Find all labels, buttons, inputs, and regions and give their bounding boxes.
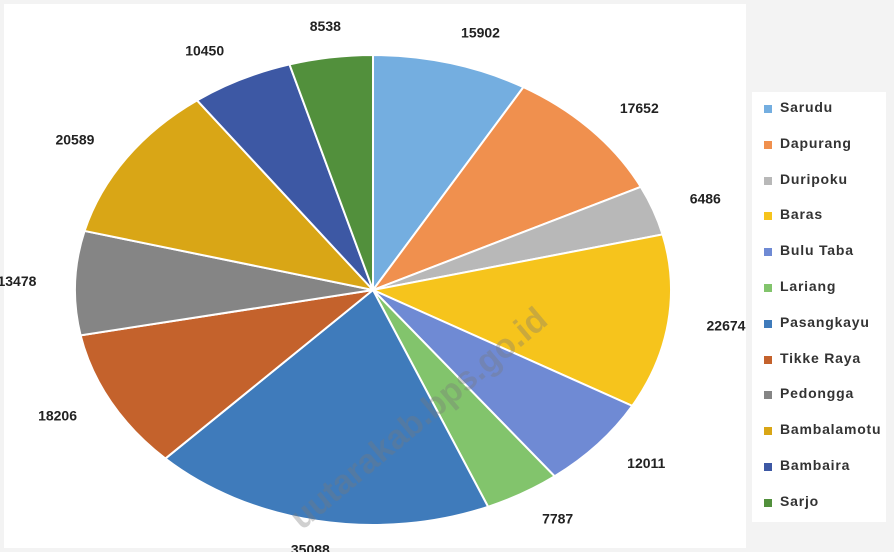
legend-swatch (764, 248, 772, 257)
legend-item: Dapurang (764, 134, 882, 151)
legend-swatch (764, 212, 772, 221)
legend-swatch (764, 176, 772, 185)
legend: Sarudu Dapurang Duripoku Baras Bulu Taba Lari… (752, 92, 886, 522)
legend-label: Sarudu (780, 99, 834, 115)
legend-label: Dapurang (780, 134, 852, 151)
data-label: 7787 (542, 510, 573, 526)
pie-slice (372, 289, 634, 478)
data-label: 20589 (55, 132, 94, 148)
legend-label: Pasangkayu (780, 313, 870, 330)
legend-label: Bambalamotu (780, 421, 882, 438)
legend-item: Pedongga (764, 386, 882, 401)
data-label: 12011 (627, 455, 665, 471)
pie-slice (163, 288, 490, 526)
legend-label: Duripoku (780, 170, 848, 187)
data-label: 8538 (310, 18, 341, 34)
legend-item: Lariang (764, 279, 882, 294)
data-label: 6486 (690, 190, 721, 206)
legend-item: Bambalamotu (764, 422, 882, 437)
data-label: 35088 (291, 542, 330, 552)
legend-label: Bulu Taba (780, 242, 854, 259)
legend-swatch (764, 427, 772, 436)
legend-label: Tikke Raya (780, 349, 861, 366)
legend-item: Tikke Raya (764, 349, 882, 366)
pie-slice (79, 288, 377, 460)
legend-swatch (764, 355, 772, 364)
legend-item: Pasangkayu (764, 313, 882, 330)
legend-swatch (764, 105, 772, 113)
legend-swatch (764, 140, 772, 149)
data-label: 10450 (185, 43, 224, 59)
legend-swatch (764, 319, 772, 328)
data-label: 18206 (38, 407, 77, 423)
pie-slice (372, 53, 525, 294)
legend-swatch (764, 391, 772, 400)
legend-item: Sarudu (764, 100, 882, 115)
data-label: 17652 (620, 100, 659, 116)
legend-label: Baras (780, 206, 823, 223)
legend-item: Sarjo (764, 492, 882, 509)
legend-item: Bambaira (764, 458, 882, 473)
pie-slice (369, 233, 672, 408)
data-label: 15902 (461, 24, 500, 40)
legend-label: Sarjo (780, 492, 820, 509)
legend-swatch (764, 284, 772, 292)
legend-swatch (764, 463, 772, 471)
legend-label: Lariang (780, 278, 837, 294)
data-label: 22674 (707, 317, 746, 333)
legend-label: Pedongga (780, 385, 855, 402)
pie-slice (83, 99, 376, 292)
legend-item: Duripoku (764, 170, 882, 187)
pie-slice (288, 53, 374, 291)
legend-label: Bambaira (780, 457, 851, 473)
legend-item: Baras (764, 207, 882, 222)
data-label: 13478 (0, 273, 37, 289)
pie-slice (370, 85, 643, 293)
pie-slice (74, 229, 374, 337)
legend-swatch (764, 498, 772, 507)
legend-item: Bulu Taba (764, 243, 882, 258)
